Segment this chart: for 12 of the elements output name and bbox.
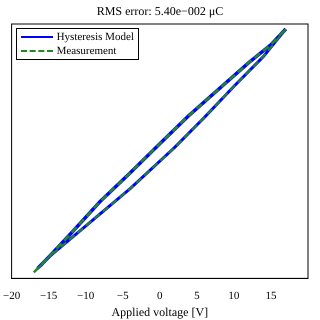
x-tick-label: −20 xyxy=(2,290,21,302)
x-axis-title: Applied voltage [V] xyxy=(111,304,208,319)
legend-label: Measurement xyxy=(56,45,116,57)
x-tick-label: 0 xyxy=(157,290,164,302)
x-tick-label: −5 xyxy=(116,290,130,302)
legend-label: Hysteresis Model xyxy=(56,31,134,43)
x-tick-label: 10 xyxy=(228,290,240,302)
x-tick-label: −15 xyxy=(40,290,58,302)
x-tick-label: 5 xyxy=(194,290,200,302)
chart-title: RMS error: 5.40e−002 μC xyxy=(96,4,224,19)
x-tick-label: −10 xyxy=(77,290,95,302)
x-tick-label: 15 xyxy=(265,290,277,302)
